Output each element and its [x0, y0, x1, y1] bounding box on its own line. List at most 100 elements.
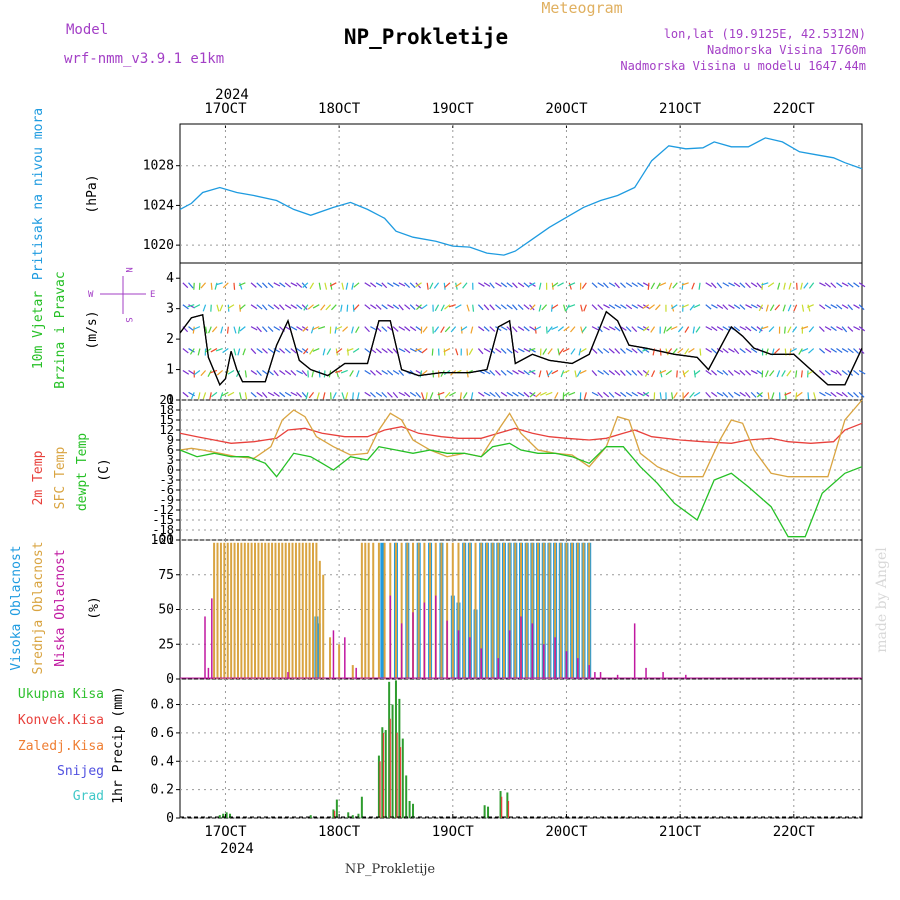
- wind-arrow: [309, 348, 315, 355]
- coords-label: lon,lat (19.9125E, 42.5312N): [664, 27, 866, 41]
- wind-arrow: [642, 370, 650, 376]
- cloud_cover-bar: [216, 542, 219, 679]
- cloud_cover-bar: [457, 630, 460, 679]
- wind-arrow: [204, 348, 212, 353]
- cloud_cover-bar: [662, 672, 664, 679]
- wind-arrow: [296, 304, 303, 310]
- wind-arrow: [538, 282, 542, 290]
- cloud_cover-bar: [531, 623, 534, 679]
- y-tick-label: 2: [166, 332, 174, 347]
- wind-arrow: [745, 326, 752, 332]
- wind-arrow: [722, 391, 729, 398]
- wind-arrow: [238, 282, 246, 287]
- wind-arrow: [672, 348, 678, 355]
- wind-compass-icon: N W E S: [88, 267, 155, 322]
- cloud_cover-bar: [537, 542, 540, 679]
- wind-arrow: [523, 369, 530, 376]
- legend-zaledj-kisa: Zaledj.Kisa: [18, 739, 104, 754]
- wind-arrow: [841, 326, 848, 333]
- wind-arrows: [182, 282, 866, 400]
- wind-arrow: [722, 282, 730, 287]
- bottom-x-tick-label: 19OCT: [432, 824, 475, 840]
- cloud_cover-bar: [311, 542, 314, 679]
- wind-arrow: [824, 348, 832, 353]
- wind-arrow: [208, 326, 212, 334]
- wind-arrow: [387, 348, 394, 354]
- wind-arrow: [818, 370, 825, 376]
- y-tick-label: 3: [167, 453, 174, 467]
- wind-arrow: [620, 348, 626, 354]
- cloud_cover-bar: [364, 542, 367, 679]
- cloud_cover-bar: [291, 542, 294, 679]
- cloud_cover-bar: [260, 542, 263, 679]
- wind-series-0: [179, 310, 863, 386]
- wind-arrow: [250, 326, 258, 331]
- wind-arrow: [728, 348, 735, 353]
- wind-arrow: [301, 348, 309, 354]
- wind-arrow: [783, 282, 786, 290]
- wind-arrow: [784, 391, 792, 396]
- wind-arrow: [801, 326, 809, 330]
- cloud_cover-bar: [588, 665, 590, 679]
- wind-arrow: [342, 326, 349, 332]
- wind-arrow: [625, 348, 633, 353]
- wind-arrow: [631, 348, 638, 354]
- wind-arrow: [545, 391, 553, 396]
- wind-arrow: [591, 348, 598, 354]
- wind-arrow: [489, 391, 496, 398]
- wind-arrow: [296, 391, 302, 398]
- wind-arrow: [528, 347, 536, 352]
- wind-arrow: [853, 326, 860, 331]
- wind-arrow: [563, 304, 567, 312]
- precipitation-bar: [225, 812, 228, 818]
- top-x-tick-label: 18OCT: [318, 101, 361, 117]
- cloud_cover-bar: [226, 542, 229, 679]
- wind-arrow: [318, 370, 321, 378]
- wind-arrow: [296, 326, 303, 331]
- wind-arrow: [209, 392, 212, 400]
- wind-arrow: [523, 326, 530, 332]
- wind-arrow: [340, 304, 343, 312]
- wind-arrow: [233, 282, 236, 290]
- wind-arrow: [523, 282, 530, 288]
- wind-arrow: [733, 391, 741, 397]
- wind-arrow: [620, 326, 627, 331]
- cloud_cover-bar: [305, 542, 308, 679]
- wind-arrow: [202, 304, 207, 312]
- wind-arrow: [836, 304, 843, 310]
- wind-arrow: [352, 304, 355, 312]
- wind-arrow: [182, 304, 189, 310]
- wind-arrow: [774, 304, 781, 311]
- wind-arrow: [529, 304, 536, 311]
- wind-arrow: [429, 392, 434, 400]
- cloud_cover-bar: [377, 542, 380, 679]
- wind-arrow: [745, 391, 751, 399]
- wind-arrow: [745, 304, 752, 309]
- y-tick-label: -21: [152, 533, 174, 547]
- wind-arrow: [756, 304, 764, 310]
- wind-arrow: [745, 370, 752, 376]
- wind-arrow: [364, 326, 370, 333]
- wind-arrow: [239, 392, 242, 400]
- wind-arrow: [312, 347, 320, 352]
- wind-arrow: [776, 370, 781, 378]
- wind-arrow: [500, 304, 507, 310]
- wind-arrow: [189, 348, 195, 355]
- wind-arrow: [733, 369, 741, 375]
- wind-arrow: [375, 282, 383, 287]
- wind-arrow: [546, 370, 550, 378]
- cloud_cover-bar: [264, 542, 267, 679]
- wind-arrow: [683, 391, 690, 399]
- wind-arrow: [782, 304, 786, 312]
- wind-arrow: [220, 326, 224, 334]
- wind-arrow: [355, 326, 360, 334]
- wind-arrow: [631, 370, 638, 376]
- y-tick-label: -15: [152, 513, 174, 527]
- cloud_cover-bar: [485, 542, 488, 679]
- wind-arrow: [517, 391, 525, 397]
- wind-arrow: [756, 369, 763, 375]
- cloud_cover-bar: [616, 674, 619, 679]
- bottom-x-tick-label: 18OCT: [318, 824, 361, 840]
- cloud_cover-bar: [468, 542, 471, 679]
- cloud_cover-bar: [480, 648, 482, 679]
